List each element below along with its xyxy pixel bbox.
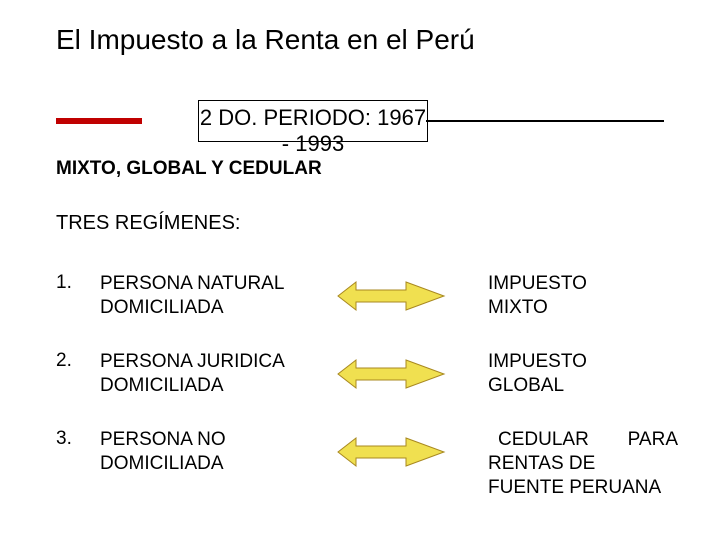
row-number: 2. (56, 350, 72, 372)
row-left-line1: PERSONA JURIDICA (100, 351, 285, 372)
row-right-line2: MIXTO (488, 297, 548, 318)
divider-left-bar (56, 118, 142, 124)
arrow-shape (338, 438, 444, 466)
row-number: 3. (56, 428, 72, 450)
row-left-text: PERSONA JURIDICA DOMICILIADA (100, 350, 320, 398)
row-right-text: IMPUESTO GLOBAL (488, 350, 688, 398)
arrow-icon (336, 434, 446, 470)
row-right-line2: GLOBAL (488, 375, 564, 396)
row-left-text: PERSONA NATURAL DOMICILIADA (100, 272, 320, 320)
row-number: 1. (56, 272, 72, 294)
row-left-line2: DOMICILIADA (100, 453, 224, 474)
subtitle-mixto: MIXTO, GLOBAL Y CEDULAR (56, 158, 322, 180)
slide: El Impuesto a la Renta en el Perú 2 DO. … (0, 0, 720, 540)
row-right-line1: IMPUESTO (488, 273, 587, 294)
row-right-text: CEDULAR PARA RENTAS DE FUENTE PERUANA (488, 428, 688, 500)
row-right-line3: FUENTE PERUANA (488, 477, 661, 498)
row-right-line1: IMPUESTO (488, 351, 587, 372)
row-right-line1-just: CEDULAR PARA (498, 428, 678, 452)
row-right-line1b: PARA (628, 429, 678, 450)
row-left-line2: DOMICILIADA (100, 375, 224, 396)
row-right-line1a: CEDULAR (498, 429, 589, 450)
period-box: 2 DO. PERIODO: 1967 - 1993 (198, 100, 428, 142)
row-right-line2: RENTAS DE (488, 453, 595, 474)
slide-title: El Impuesto a la Renta en el Perú (56, 24, 475, 56)
arrow-icon (336, 356, 446, 392)
arrow-shape (338, 360, 444, 388)
row-right-text: IMPUESTO MIXTO (488, 272, 688, 320)
arrow-shape (338, 282, 444, 310)
row-left-line1: PERSONA NATURAL (100, 273, 284, 294)
divider-row: 2 DO. PERIODO: 1967 - 1993 (56, 100, 664, 140)
subtitle-regimenes: TRES REGÍMENES: (56, 212, 240, 235)
row-left-line2: DOMICILIADA (100, 297, 224, 318)
arrow-icon (336, 278, 446, 314)
row-left-text: PERSONA NO DOMICILIADA (100, 428, 320, 476)
row-left-line1: PERSONA NO (100, 429, 226, 450)
divider-right-line (426, 120, 664, 122)
